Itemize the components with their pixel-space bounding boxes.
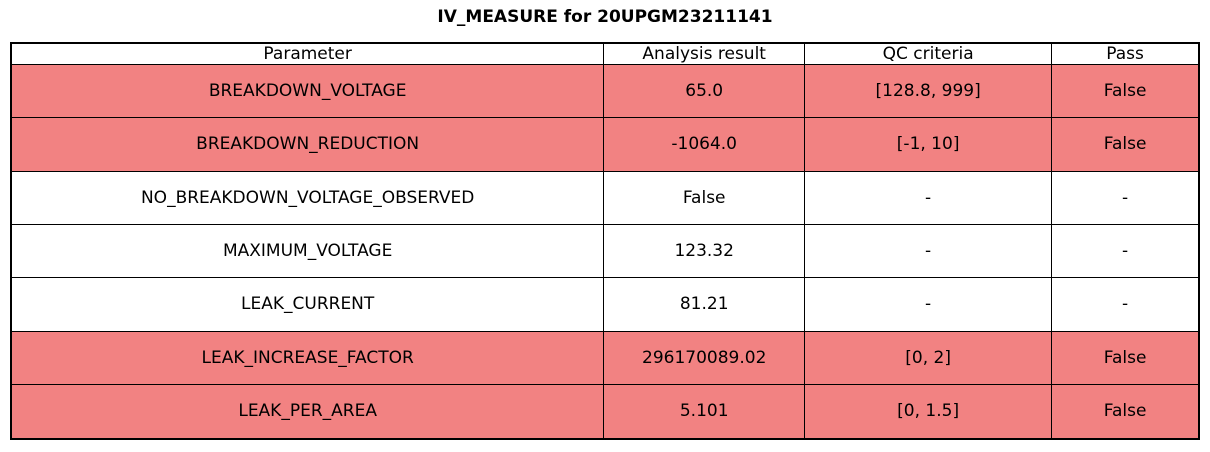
cell-pass: - [1051, 170, 1200, 225]
cell-analysis-result: 81.21 [603, 277, 806, 332]
page-title: IV_MEASURE for 20UPGM23211141 [437, 7, 773, 27]
cell-qc-criteria: - [804, 277, 1053, 332]
cell-parameter: BREAKDOWN_REDUCTION [10, 117, 605, 172]
cell-analysis-result: 123.32 [603, 223, 806, 279]
table-row: BREAKDOWN_VOLTAGE 65.0 [128.8, 999] Fals… [10, 63, 1200, 119]
cell-analysis-result: -1064.0 [603, 117, 806, 172]
cell-parameter: LEAK_INCREASE_FACTOR [10, 330, 605, 385]
cell-analysis-result: 296170089.02 [603, 330, 806, 385]
cell-analysis-result: 65.0 [603, 63, 806, 119]
qc-results-table: Parameter Analysis result QC criteria Pa… [10, 42, 1200, 440]
cell-pass: - [1051, 277, 1200, 332]
cell-pass: False [1051, 383, 1200, 440]
cell-parameter: LEAK_PER_AREA [10, 383, 605, 440]
table-row: BREAKDOWN_REDUCTION -1064.0 [-1, 10] Fal… [10, 117, 1200, 172]
table-row: NO_BREAKDOWN_VOLTAGE_OBSERVED False - - [10, 170, 1200, 225]
cell-qc-criteria: [-1, 10] [804, 117, 1053, 172]
cell-parameter: LEAK_CURRENT [10, 277, 605, 332]
cell-parameter: BREAKDOWN_VOLTAGE [10, 63, 605, 119]
cell-pass: - [1051, 223, 1200, 279]
cell-analysis-result: 5.101 [603, 383, 806, 440]
cell-pass: False [1051, 63, 1200, 119]
cell-parameter: MAXIMUM_VOLTAGE [10, 223, 605, 279]
cell-pass: False [1051, 117, 1200, 172]
cell-parameter: NO_BREAKDOWN_VOLTAGE_OBSERVED [10, 170, 605, 225]
column-header-parameter: Parameter [10, 42, 605, 65]
cell-qc-criteria: - [804, 170, 1053, 225]
cell-pass: False [1051, 330, 1200, 385]
table-row: LEAK_PER_AREA 5.101 [0, 1.5] False [10, 383, 1200, 440]
table-row: LEAK_INCREASE_FACTOR 296170089.02 [0, 2]… [10, 330, 1200, 385]
cell-qc-criteria: [128.8, 999] [804, 63, 1053, 119]
cell-qc-criteria: - [804, 223, 1053, 279]
cell-qc-criteria: [0, 2] [804, 330, 1053, 385]
table-row: MAXIMUM_VOLTAGE 123.32 - - [10, 223, 1200, 279]
cell-qc-criteria: [0, 1.5] [804, 383, 1053, 440]
column-header-analysis-result: Analysis result [603, 42, 806, 65]
cell-analysis-result: False [603, 170, 806, 225]
table-row: LEAK_CURRENT 81.21 - - [10, 277, 1200, 332]
table-header-row: Parameter Analysis result QC criteria Pa… [10, 42, 1200, 65]
column-header-qc-criteria: QC criteria [804, 42, 1053, 65]
column-header-pass: Pass [1051, 42, 1200, 65]
